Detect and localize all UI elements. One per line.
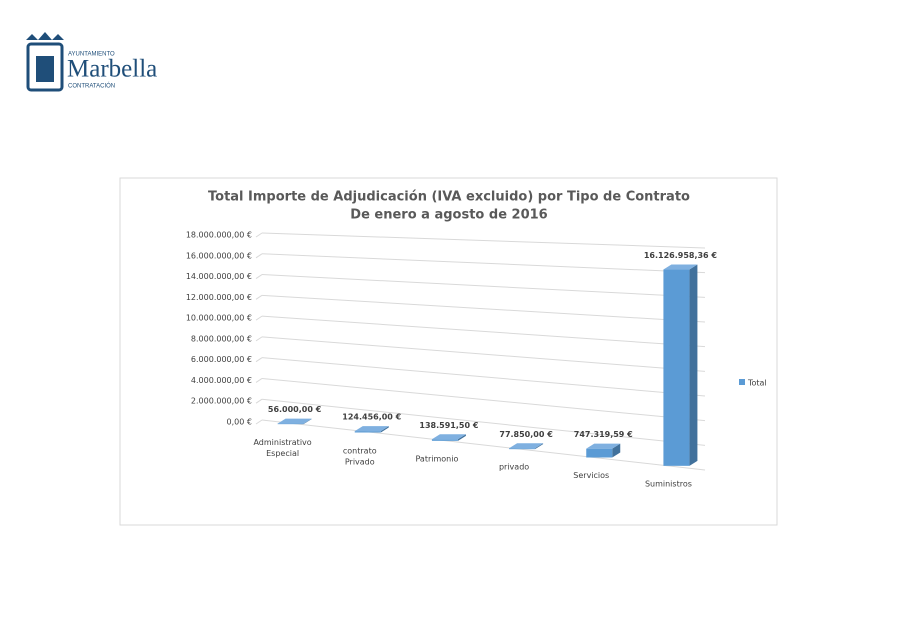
- logo-bottom: CONTRATACIÓN: [68, 83, 115, 90]
- y-tick-label: 8.000.000,00 €: [191, 334, 252, 343]
- grid-line: [261, 294, 706, 323]
- grid-line: [261, 336, 706, 372]
- data-label: 747.319,59 €: [574, 430, 633, 439]
- y-tick-label: 2.000.000,00 €: [191, 397, 252, 406]
- y-tick-label: 16.000.000,00 €: [186, 251, 252, 260]
- y-tick-label: 12.000.000,00 €: [186, 293, 252, 302]
- bar-top: [431, 434, 466, 440]
- bar: [354, 431, 381, 433]
- grid-line: [261, 357, 706, 397]
- bar-side: [380, 426, 389, 433]
- grid-line: [261, 377, 706, 422]
- bar-side: [457, 434, 466, 441]
- grid-line: [261, 253, 706, 274]
- grid-line: [261, 398, 706, 446]
- logo-name: Marbella: [67, 56, 157, 83]
- bar-side: [535, 443, 544, 450]
- tick-mark: [255, 315, 263, 321]
- chart-subtitle: De enero a agosto de 2016: [350, 208, 547, 223]
- x-tick-label: Administrativo Especial: [253, 438, 311, 458]
- y-tick-label: 6.000.000,00 €: [191, 355, 252, 364]
- data-label: 124.456,00 €: [342, 413, 401, 422]
- logo-top: AYUNTAMIENTO: [68, 52, 115, 58]
- bar-side: [689, 264, 698, 466]
- bar: [663, 269, 690, 466]
- x-tick-label: Suministros: [645, 479, 692, 488]
- tick-mark: [255, 274, 263, 279]
- tick-mark: [255, 419, 263, 425]
- data-label: 16.126.958,36 €: [644, 251, 718, 260]
- grid-line: [261, 274, 706, 298]
- x-tick-label-line: contrato: [343, 446, 377, 455]
- grid-line: [261, 419, 706, 471]
- tick-mark: [255, 378, 263, 383]
- bar-side: [303, 418, 312, 425]
- legend-swatch: [739, 379, 745, 385]
- y-tick-label: 14.000.000,00 €: [186, 272, 252, 281]
- bar-top: [277, 418, 312, 424]
- x-tick-label-line: Privado: [345, 457, 375, 466]
- tick-mark: [255, 253, 263, 259]
- x-tick-label: contrato Privado: [343, 446, 377, 466]
- y-tick-label: 18.000.000,00 €: [186, 231, 252, 240]
- grid-line: [261, 232, 706, 249]
- tick-mark: [255, 357, 263, 363]
- grid-line: [261, 315, 706, 348]
- data-label: 138.591,50 €: [419, 421, 478, 430]
- chart-title: Total Importe de Adjudicación (IVA exclu…: [208, 190, 690, 205]
- bar-top: [586, 443, 621, 449]
- x-tick-label-line: Administrativo: [253, 438, 311, 447]
- logo-crown: [26, 32, 64, 40]
- data-label: 56.000,00 €: [268, 405, 322, 414]
- y-tick-label: 10.000.000,00 €: [186, 314, 252, 323]
- bar-side: [612, 443, 621, 458]
- legend-label: Total: [747, 379, 767, 388]
- bar-top: [354, 426, 389, 432]
- x-tick-label: privado: [499, 463, 529, 472]
- y-tick-label: 4.000.000,00 €: [191, 376, 252, 385]
- tick-mark: [255, 294, 263, 300]
- data-label: 77.850,00 €: [499, 430, 553, 439]
- y-tick-label: 0,00 €: [227, 418, 252, 427]
- bar: [586, 448, 613, 458]
- tick-mark: [255, 398, 263, 404]
- logo-tower: [36, 56, 54, 82]
- bar: [509, 448, 536, 450]
- bar-top: [509, 443, 544, 449]
- x-tick-label: Patrimonio: [415, 454, 458, 463]
- bar: [431, 439, 458, 441]
- bar-top: [663, 264, 698, 270]
- x-tick-label: Servicios: [573, 471, 609, 480]
- x-tick-label-line: Especial: [266, 449, 299, 458]
- bar: [277, 423, 304, 425]
- logo: AYUNTAMIENTO Marbella CONTRATACIÓN: [26, 32, 157, 92]
- tick-mark: [255, 232, 263, 238]
- tick-mark: [255, 336, 263, 342]
